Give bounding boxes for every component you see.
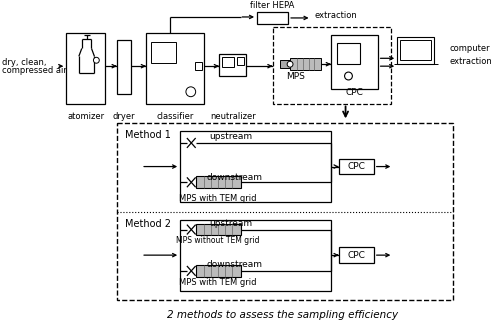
Bar [257, 12, 288, 24]
Text: upstream: upstream [210, 219, 252, 228]
Text: extraction: extraction [450, 57, 492, 66]
Bar [180, 131, 331, 202]
Text: neutralizer: neutralizer [210, 112, 256, 121]
Bar [146, 33, 204, 104]
Text: CPC: CPC [348, 251, 365, 259]
Bar [272, 27, 392, 104]
Text: upstream: upstream [210, 132, 252, 141]
Bar [66, 33, 105, 104]
Bar [338, 247, 374, 263]
Text: downstream: downstream [206, 173, 262, 182]
Bar [331, 35, 378, 89]
Text: classifier: classifier [156, 112, 194, 121]
Text: CPC: CPC [346, 88, 364, 97]
Text: MPS with TEM grid: MPS with TEM grid [180, 194, 257, 203]
Circle shape [94, 57, 100, 63]
Text: dry, clean,: dry, clean, [2, 58, 46, 67]
Bar [196, 176, 242, 188]
Circle shape [186, 87, 196, 97]
Bar [180, 220, 331, 290]
Bar [117, 123, 452, 301]
Circle shape [344, 72, 352, 80]
Text: compressed air: compressed air [2, 66, 67, 75]
Bar [196, 224, 242, 235]
Bar [290, 58, 321, 70]
Text: MPS: MPS [286, 71, 306, 81]
Text: Method 1: Method 1 [124, 130, 170, 140]
Bar [117, 39, 132, 94]
Text: MPS without TEM grid: MPS without TEM grid [176, 236, 260, 245]
Text: atomizer: atomizer [67, 112, 104, 121]
Bar [400, 39, 431, 60]
Text: downstream: downstream [206, 260, 262, 270]
Text: MPS with TEM grid: MPS with TEM grid [180, 278, 257, 287]
Circle shape [287, 61, 293, 67]
Bar [236, 57, 244, 65]
Bar [194, 62, 202, 70]
Bar [338, 159, 374, 174]
Bar [280, 60, 290, 68]
Bar [397, 37, 434, 64]
Text: Method 2: Method 2 [124, 219, 170, 229]
Text: filter HEPA: filter HEPA [250, 1, 294, 10]
Text: CPC: CPC [348, 162, 365, 171]
Text: 2 methods to assess the sampling efficiency: 2 methods to assess the sampling efficie… [166, 310, 398, 320]
Bar [337, 43, 360, 64]
Bar [151, 42, 176, 63]
Bar [222, 57, 234, 67]
Text: extraction: extraction [314, 11, 357, 21]
Bar [196, 265, 242, 277]
Bar [219, 54, 246, 76]
Text: computer: computer [450, 44, 490, 53]
Text: dryer: dryer [112, 112, 135, 121]
